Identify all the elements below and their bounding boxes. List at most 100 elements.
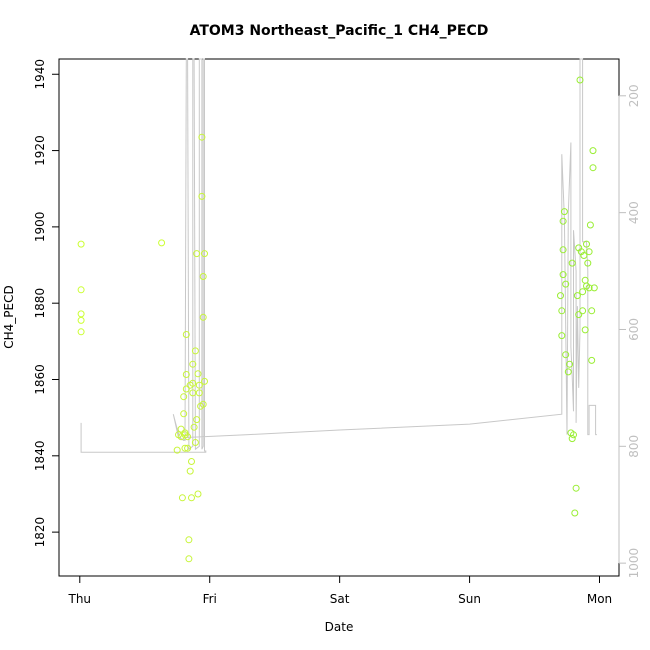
data-point xyxy=(588,356,596,364)
data-point xyxy=(191,439,199,446)
data-point xyxy=(583,240,590,248)
data-point xyxy=(182,385,190,393)
data-point xyxy=(77,316,85,324)
data-point xyxy=(562,351,570,359)
data-point xyxy=(188,458,195,465)
data-point xyxy=(557,292,564,300)
data-point xyxy=(572,484,580,492)
data-point xyxy=(581,326,589,334)
y2-tick-label: 200 xyxy=(627,84,641,107)
data-point xyxy=(199,400,207,408)
data-point xyxy=(589,147,597,155)
chart-title: ATOM3 Northeast_Pacific_1 CH4_PECD xyxy=(190,23,489,39)
y2-tick-label: 600 xyxy=(627,318,641,341)
y2-axis: 200 400 600 800 1000 xyxy=(618,84,641,579)
data-point xyxy=(199,273,207,280)
y-tick-label: 1900 xyxy=(33,212,47,243)
y-tick-label: 1940 xyxy=(33,59,47,90)
data-point xyxy=(181,444,189,452)
x-axis: Thu Fri Sat Sun Mon xyxy=(68,575,612,606)
data-point xyxy=(195,381,203,389)
data-point xyxy=(590,284,598,292)
data-point xyxy=(568,259,576,267)
y-tick-label: 1840 xyxy=(33,441,47,472)
data-point xyxy=(586,221,594,229)
data-point xyxy=(77,240,85,248)
data-point xyxy=(199,313,207,321)
data-point xyxy=(177,425,185,433)
data-point xyxy=(559,217,567,225)
y-tick-label: 1860 xyxy=(33,364,47,395)
data-point xyxy=(560,208,568,216)
data-point xyxy=(195,389,203,397)
y-tick-label: 1820 xyxy=(33,517,47,548)
data-point xyxy=(188,494,195,502)
data-point xyxy=(575,311,583,319)
data-point xyxy=(568,435,576,443)
data-point xyxy=(193,416,201,424)
data-point xyxy=(589,164,597,172)
data-point xyxy=(185,555,193,563)
data-point xyxy=(571,509,579,517)
data-point xyxy=(566,360,574,368)
data-point xyxy=(193,250,201,258)
data-point xyxy=(180,393,188,401)
y-tick-label: 1880 xyxy=(33,288,47,319)
data-point xyxy=(559,271,567,279)
data-point xyxy=(173,446,181,454)
data-point xyxy=(180,410,188,418)
data-point xyxy=(77,310,85,318)
data-point xyxy=(585,284,593,292)
data-point xyxy=(182,331,190,338)
y2-tick-label: 800 xyxy=(627,435,641,458)
data-point xyxy=(178,494,186,502)
data-point xyxy=(558,332,566,340)
x-axis-label: Date xyxy=(325,620,354,634)
data-point xyxy=(584,259,592,267)
data-point xyxy=(190,423,198,431)
data-point xyxy=(189,360,197,368)
x-tick-label: Fri xyxy=(203,592,217,606)
data-point xyxy=(184,433,192,441)
altitude-line xyxy=(80,58,597,453)
data-point xyxy=(573,292,581,300)
data-point xyxy=(182,371,190,378)
data-point xyxy=(189,379,197,387)
y-axis-label: CH4_PECD xyxy=(2,285,16,348)
data-point xyxy=(579,288,587,296)
data-point xyxy=(570,431,577,439)
data-point xyxy=(576,76,584,84)
data-point xyxy=(559,246,567,254)
data-point xyxy=(186,467,194,475)
data-point xyxy=(158,239,166,247)
data-point xyxy=(580,252,588,259)
x-tick-label: Sun xyxy=(458,592,481,606)
series-layer xyxy=(77,58,598,563)
data-point xyxy=(564,368,572,376)
y-tick-label: 1920 xyxy=(33,135,47,166)
x-tick-label: Mon xyxy=(587,592,612,606)
data-point xyxy=(579,307,587,315)
data-point xyxy=(588,307,596,315)
data-point xyxy=(191,347,199,355)
data-point xyxy=(77,328,85,336)
data-point xyxy=(185,536,193,544)
data-point xyxy=(585,248,593,256)
data-point xyxy=(198,192,206,200)
data-point xyxy=(198,133,206,141)
x-tick-label: Sat xyxy=(330,592,350,606)
y2-tick-label: 400 xyxy=(627,201,641,224)
y2-tick-label: 1000 xyxy=(627,548,641,579)
data-point xyxy=(184,444,192,452)
data-point xyxy=(194,370,202,378)
data-point xyxy=(201,250,208,258)
data-point xyxy=(194,490,202,498)
plot-frame xyxy=(58,58,620,577)
data-point xyxy=(558,307,566,315)
y-axis: 1820 1840 1860 1880 1900 1920 1940 xyxy=(33,59,60,548)
data-point xyxy=(77,286,85,294)
data-point xyxy=(201,377,208,385)
data-point xyxy=(562,280,570,288)
x-tick-label: Thu xyxy=(68,592,92,606)
